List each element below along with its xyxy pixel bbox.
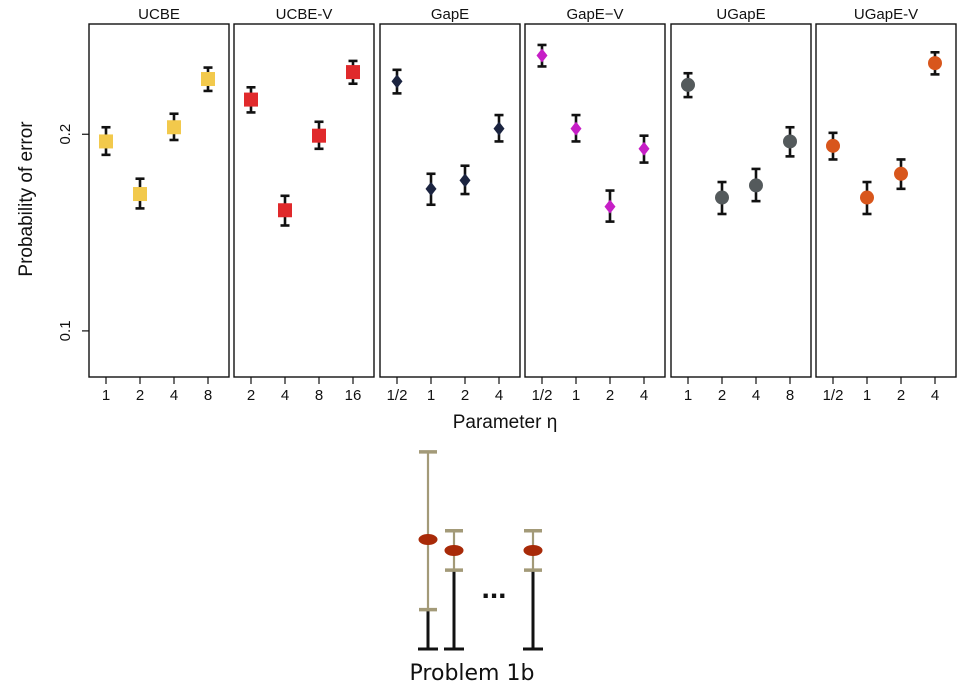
data-point — [312, 128, 326, 143]
data-point — [715, 190, 729, 205]
panel-ucbe-v: UCBE-V 2 4 8 16 — [233, 6, 375, 404]
data-point — [783, 134, 797, 149]
x-tick-label: 4 — [931, 387, 939, 404]
panel-title: GapE — [431, 6, 469, 23]
x-tick-label: 16 — [345, 387, 362, 404]
x-tick-label: 8 — [315, 387, 323, 404]
data-point — [928, 56, 942, 71]
panel-frame — [379, 23, 521, 378]
x-tick-label: 2 — [461, 387, 469, 404]
x-tick-label: 8 — [786, 387, 794, 404]
panel-ugape-v: UGapE-V 1/2 1 2 4 — [815, 6, 957, 404]
panel-frame — [815, 23, 957, 378]
x-tick-label: 1 — [863, 387, 871, 404]
panel-frame — [524, 23, 666, 378]
panel-frame — [670, 23, 812, 378]
panel-title: UCBE — [138, 6, 180, 23]
x-tick-label: 1 — [427, 387, 435, 404]
data-point — [278, 203, 292, 218]
x-tick-label: 1 — [102, 387, 110, 404]
x-tick-label: 2 — [606, 387, 614, 404]
panel-frame — [88, 23, 230, 378]
x-tick-label: 4 — [495, 387, 503, 404]
x-tick-label: 1/2 — [532, 387, 553, 404]
panel-gape: GapE 1/2 1 2 4 — [379, 6, 521, 404]
data-point — [493, 121, 505, 136]
ellipsis: ... — [481, 572, 506, 605]
arm-mean-marker — [418, 534, 438, 545]
arm-mean-marker — [444, 544, 464, 556]
problem-caption: Problem 1b — [410, 661, 535, 686]
x-tick-label: 2 — [136, 387, 144, 404]
data-point — [826, 138, 840, 153]
data-point — [681, 77, 695, 92]
panel-title: UGapE-V — [854, 6, 918, 23]
data-point — [570, 121, 582, 136]
data-point — [894, 166, 908, 181]
x-tick-label: 4 — [752, 387, 760, 404]
error-probability-chart: Probability of error Parameter η 0.1 0.2 U… — [16, 6, 957, 433]
panel-ucbe: UCBE 1 2 4 8 — [88, 6, 230, 404]
data-point — [749, 178, 763, 193]
data-point — [244, 92, 258, 107]
panel-title: UGapE — [716, 6, 765, 23]
x-tick-label: 4 — [170, 387, 178, 404]
data-point — [167, 120, 181, 135]
y-tick-label: 0.2 — [57, 124, 74, 145]
panel-frame — [233, 23, 375, 378]
data-point — [536, 48, 548, 63]
data-point — [346, 65, 360, 80]
data-point — [604, 199, 616, 214]
x-tick-label: 1/2 — [387, 387, 408, 404]
data-point — [391, 74, 403, 89]
x-tick-label: 4 — [281, 387, 289, 404]
x-tick-label: 2 — [718, 387, 726, 404]
x-tick-label: 2 — [247, 387, 255, 404]
x-tick-label: 1 — [684, 387, 692, 404]
x-tick-label: 2 — [897, 387, 905, 404]
data-point — [860, 190, 874, 205]
panel-title: UCBE-V — [276, 6, 333, 23]
y-tick-label: 0.1 — [57, 320, 74, 341]
y-axis-label: Probability of error — [16, 121, 37, 277]
x-tick-label: 1/2 — [823, 387, 844, 404]
panel-title: GapE−V — [566, 6, 623, 23]
x-tick-label: 8 — [204, 387, 212, 404]
x-tick-label: 4 — [640, 387, 648, 404]
data-point — [201, 72, 215, 87]
data-point — [133, 187, 147, 202]
data-point — [638, 141, 650, 156]
x-axis-label: Parameter η — [453, 412, 558, 433]
arm-mean-marker — [523, 544, 543, 556]
data-point — [425, 181, 437, 196]
panel-ugape: UGapE 1 2 4 8 — [670, 6, 812, 404]
x-tick-label: 1 — [572, 387, 580, 404]
data-point — [99, 134, 113, 149]
problem-1b-illustration: Problem 1b ... — [410, 450, 543, 686]
panel-gape-v: GapE−V 1/2 1 2 4 — [524, 6, 666, 404]
data-point — [459, 173, 471, 188]
